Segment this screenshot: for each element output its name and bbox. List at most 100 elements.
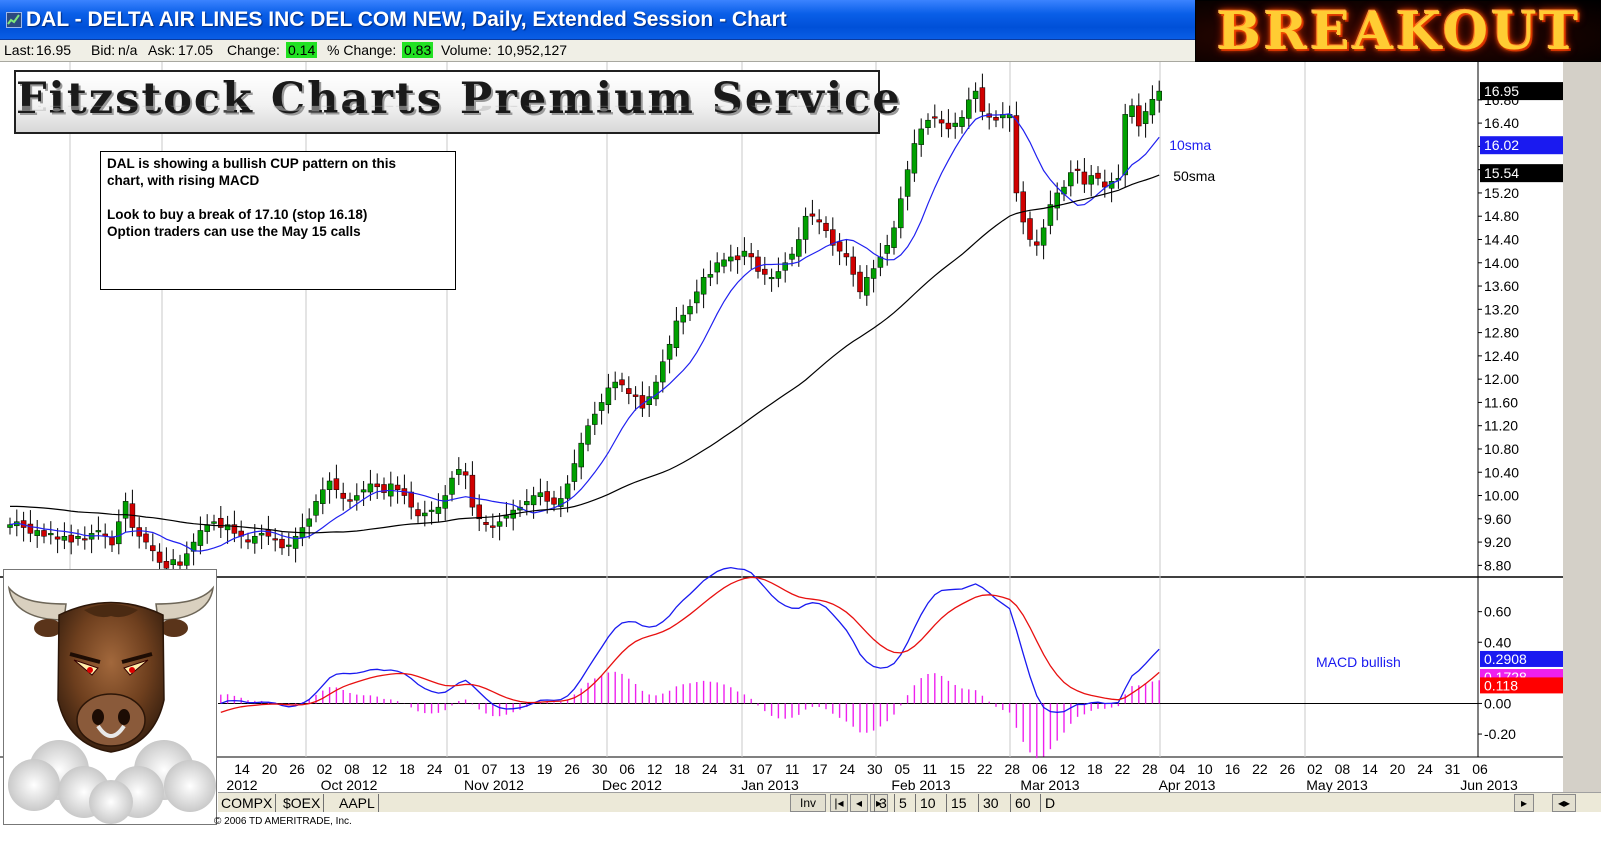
x-tick-label: 07 xyxy=(482,761,498,777)
x-tick-label: 02 xyxy=(1307,761,1323,777)
x-tick-label: 31 xyxy=(729,761,745,777)
candle-body xyxy=(836,241,843,252)
candle-body xyxy=(218,517,224,528)
candle-body xyxy=(245,539,251,543)
quote-last-label: Last: xyxy=(4,42,35,58)
note-gap xyxy=(107,189,449,206)
scroll-left-button[interactable]: ◂ xyxy=(850,794,868,812)
macd-line xyxy=(220,566,1160,713)
quote-last-value: 16.95 xyxy=(36,42,72,58)
note-line: Look to buy a break of 17.10 (stop 16.18… xyxy=(107,207,368,222)
candle-body xyxy=(891,227,897,248)
candle-body xyxy=(755,256,761,272)
x-tick-label: 12 xyxy=(647,761,663,777)
candle-body xyxy=(830,229,836,246)
candle-body xyxy=(762,268,768,275)
x-tick-label: 20 xyxy=(1390,761,1406,777)
candle-body xyxy=(211,521,217,524)
candle-body xyxy=(789,253,795,260)
period-3[interactable]: 3 xyxy=(874,794,891,812)
period-10[interactable]: 10 xyxy=(915,794,940,812)
bull-illustration xyxy=(7,585,216,824)
y-tick-label: 16.40 xyxy=(1484,115,1519,131)
candle-body xyxy=(551,497,557,505)
candle-body xyxy=(864,277,870,296)
signal-line xyxy=(220,576,1160,714)
candle-body xyxy=(1034,241,1040,246)
x-month-label: Jan 2013 xyxy=(741,777,799,792)
candle-body xyxy=(966,99,972,119)
candle-body xyxy=(911,143,918,174)
period-5[interactable]: 5 xyxy=(894,794,911,812)
scroll-first-button[interactable]: |◂ xyxy=(830,794,848,812)
quote-change-label: Change: xyxy=(227,42,280,58)
y-tick-label: 15.20 xyxy=(1484,185,1519,201)
x-tick-label: 15 xyxy=(949,761,965,777)
y-tick-label: 13.20 xyxy=(1484,301,1519,317)
candle-body xyxy=(870,268,877,279)
x-tick-label: 24 xyxy=(839,761,855,777)
x-tick-label: 06 xyxy=(1472,761,1488,777)
macd-tick-label: -0.20 xyxy=(1484,726,1516,742)
candle-body xyxy=(496,521,503,527)
candle-body xyxy=(231,524,238,534)
candle-body xyxy=(109,537,115,546)
candle-body xyxy=(224,524,231,531)
period-30[interactable]: 30 xyxy=(978,794,1003,812)
period-d[interactable]: D xyxy=(1040,794,1059,812)
candle-body xyxy=(428,509,435,512)
x-tick-label: 20 xyxy=(262,761,278,777)
period-15[interactable]: 15 xyxy=(946,794,971,812)
candle-body xyxy=(612,381,618,389)
candle-body xyxy=(41,530,47,537)
candle-body xyxy=(673,320,680,348)
candle-body xyxy=(265,529,272,537)
candle-body xyxy=(904,169,911,197)
y-tick-label: 12.80 xyxy=(1484,325,1519,341)
zoom-button[interactable]: ◂▸ xyxy=(1552,794,1576,812)
x-tick-label: 13 xyxy=(509,761,525,777)
candle-body xyxy=(360,489,367,493)
candle-body xyxy=(809,213,816,217)
x-tick-label: 11 xyxy=(923,761,938,777)
x-tick-label: 10 xyxy=(1197,761,1213,777)
sma50-line xyxy=(10,174,1160,534)
note-line: DAL is showing a bullish CUP pattern on … xyxy=(107,156,397,171)
inv-button[interactable]: Inv xyxy=(790,794,826,812)
x-tick-label: 04 xyxy=(1170,761,1186,777)
y-tick-label: 13.60 xyxy=(1484,278,1519,294)
candle-body xyxy=(68,534,74,543)
app-icon[interactable] xyxy=(6,12,22,28)
candle-body xyxy=(1020,191,1026,223)
symbol-tabs-bar: COMPX $OEX AAPL Inv |◂ ◂ ▸ 3 5 10 15 30 … xyxy=(218,792,1601,812)
histogram-tag: 0.118 xyxy=(1484,677,1518,693)
candle-body xyxy=(1149,98,1156,116)
candle-body xyxy=(476,504,482,520)
candle-body xyxy=(1068,172,1074,187)
candle-body xyxy=(1047,204,1054,226)
candle-body xyxy=(1102,181,1108,188)
scroll-end-button[interactable]: ▸ xyxy=(1514,794,1534,812)
y-tick-label: 14.80 xyxy=(1484,208,1519,224)
candle-body xyxy=(469,474,476,508)
tab-oex[interactable]: $OEX xyxy=(280,794,325,812)
candle-body xyxy=(27,523,34,534)
candle-body xyxy=(374,483,380,488)
x-tick-label: 24 xyxy=(1417,761,1433,777)
x-month-label: 2012 xyxy=(226,777,257,792)
candle-body xyxy=(354,495,360,501)
x-tick-label: 22 xyxy=(1115,761,1131,777)
candle-body xyxy=(537,492,544,497)
period-60[interactable]: 60 xyxy=(1010,794,1035,812)
candle-body xyxy=(456,469,462,475)
tab-aapl[interactable]: AAPL xyxy=(336,794,379,812)
candle-body xyxy=(945,122,952,130)
x-month-label: Apr 2013 xyxy=(1159,777,1216,792)
x-tick-label: 08 xyxy=(1335,761,1351,777)
quote-bid-value: n/a xyxy=(118,42,138,58)
tab-compx[interactable]: COMPX xyxy=(218,794,277,812)
x-tick-label: 31 xyxy=(1445,761,1461,777)
candle-body xyxy=(1013,115,1020,194)
candle-body xyxy=(816,219,822,223)
candle-body xyxy=(252,536,258,544)
